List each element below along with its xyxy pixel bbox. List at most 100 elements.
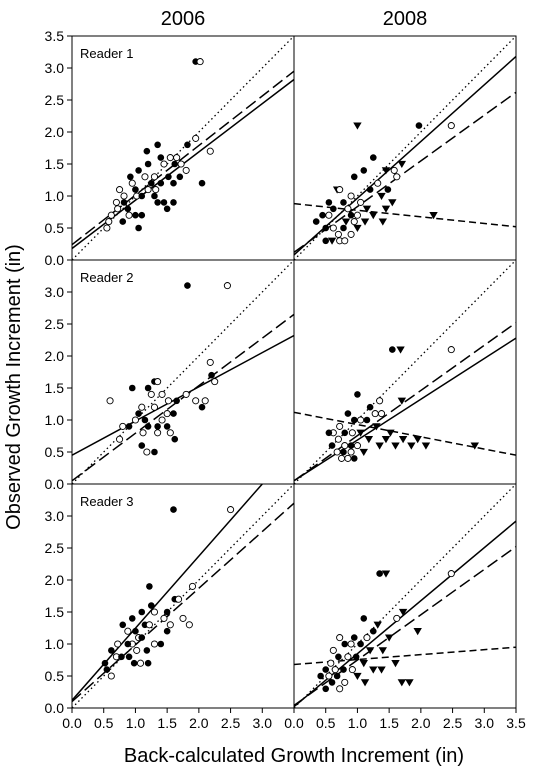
- panel-2006-reader-2-point-3: [106, 397, 114, 405]
- panel-2008-reader-2-point-36: [340, 448, 347, 456]
- panel-2008-reader-1-point-38: [322, 237, 330, 245]
- panel-2006-reader-2-point-31: [171, 435, 179, 443]
- panel-2008-reader-2-point-27: [413, 436, 422, 444]
- panel-2006-reader-1-point-46: [135, 224, 142, 232]
- panel-2006-reader-3-reference-line: [72, 484, 294, 708]
- panel-2006-reader-1: 0.0 0.5 1.0 1.5 2.0 2.5 3.0 3.5 Reader 1: [45, 28, 295, 268]
- panel-2008-reader-1-point-9: [350, 173, 358, 181]
- panel-2006-reader-2-point-29: [163, 423, 171, 430]
- panel-2006-reader-2-y-tick-label-0: 0.0: [45, 476, 65, 492]
- panel-2006-reader-2-point-16: [198, 403, 206, 411]
- panel-2008-reader-3-point-41: [322, 685, 330, 693]
- panel-2006-reader-3-y-tick-label-4: 2.0: [45, 572, 65, 588]
- panel-2008-reader-3-point-1: [381, 570, 391, 578]
- panel-2006-reader-3-point-3: [146, 583, 153, 590]
- panel-2008-reader-2: [293, 259, 517, 485]
- panel-2008-reader-2-point-18: [325, 429, 333, 437]
- panel-2008-reader-1-point-21: [344, 205, 352, 213]
- panel-2006-reader-2-point-32: [154, 429, 162, 437]
- panel-2008-reader-1-plot-area: [294, 36, 516, 260]
- panel-2006-reader-2-point-7: [154, 378, 162, 386]
- panel-2008-reader-2-point-3: [397, 397, 407, 405]
- panel-2008-reader-3-point-5: [360, 615, 368, 622]
- panel-2006-reader-3-x-tick-label-1: 0.5: [94, 715, 114, 731]
- panel-2008-reader-2-point-30: [470, 442, 479, 450]
- panel-2008-reader-1-point-18: [340, 199, 347, 206]
- panel-2008-reader-1-point-5: [369, 154, 377, 161]
- panel-2006-reader-1-point-26: [116, 186, 124, 194]
- panel-2006-reader-3-x-tick-label-3: 1.5: [157, 715, 177, 731]
- panel-2008-reader-3-point-21: [352, 653, 360, 661]
- panel-2008-reader-1-point-16: [388, 199, 397, 207]
- panel-2008-reader-2-point-1: [396, 346, 405, 354]
- panel-2006-reader-2-reader-label: Reader 2: [80, 270, 133, 285]
- panel-2006-reader-1-regression-line-long-dash: [72, 70, 294, 246]
- panel-2008-reader-3-point-15: [357, 640, 364, 648]
- panel-2006-reader-1-point-15: [176, 173, 184, 181]
- panel-2008-reader-3-point-22: [359, 660, 368, 668]
- panel-2006-reader-3-point-19: [138, 634, 146, 641]
- panel-2006-reader-1-point-33: [151, 192, 158, 200]
- panel-2006-reader-2-point-12: [182, 390, 190, 398]
- panel-2006-reader-2-point-35: [143, 448, 151, 456]
- panel-2008-reader-3-point-9: [384, 634, 394, 642]
- panel-2008-reader-1-point-40: [341, 218, 351, 226]
- panel-2006-reader-3-regression-line-solid: [72, 484, 263, 701]
- panel-2006-reader-1-point-28: [112, 198, 120, 206]
- panel-2008-reader-3-point-32: [325, 672, 333, 680]
- panel-2008-reader-3-x-tick-label-5: 2.5: [443, 715, 463, 731]
- panel-2006-reader-1-point-12: [160, 160, 168, 168]
- panel-2006-reader-1-point-48: [170, 199, 177, 206]
- panel-2008-reader-1-point-45: [381, 205, 391, 213]
- panel-2006-reader-1-point-40: [124, 205, 132, 213]
- panel-2008-reader-1-point-31: [329, 224, 337, 232]
- panel-2006-reader-1-point-5: [143, 147, 151, 155]
- panel-2008-reader-3-reference-line: [294, 484, 516, 708]
- panel-2006-reader-2-reference-line: [72, 260, 294, 484]
- panel-2006-reader-2-point-27: [154, 423, 161, 430]
- panel-2006-reader-1-y-tick-label-5: 2.5: [45, 92, 65, 108]
- panel-2006-reader-2-point-15: [192, 397, 200, 405]
- panel-2006-reader-1-point-36: [163, 205, 171, 213]
- panel-2006-reader-3-point-27: [133, 646, 141, 654]
- panel-2006-reader-1-point-13: [177, 160, 185, 168]
- panel-2006-reader-1-point-25: [132, 186, 139, 193]
- panel-2008-reader-3-x-tick-label-0: 0.0: [284, 715, 304, 731]
- panel-2006-reader-1-point-4: [184, 141, 191, 149]
- panel-2008-reader-1-point-7: [390, 166, 398, 174]
- panel-2008-reader-2-point-9: [344, 410, 352, 417]
- panel-2006-reader-1-y-tick-label-6: 3.0: [45, 60, 65, 76]
- panel-2006-reader-3-point-8: [138, 608, 146, 616]
- panel-2008-reader-1-point-35: [341, 237, 349, 245]
- panel-2006-reader-2-point-24: [125, 423, 133, 430]
- panel-2006-reader-1-point-24: [128, 179, 136, 187]
- panel-2008-reader-1-point-19: [330, 205, 337, 213]
- panel-2008-reader-3-point-39: [397, 679, 407, 687]
- panel-2008-reader-2-point-24: [391, 442, 400, 450]
- panel-2008-reader-1-point-25: [378, 218, 387, 226]
- panel-2006-reader-1-point-1: [196, 58, 204, 66]
- panel-2006-reader-3-point-2: [188, 582, 197, 590]
- panel-2008-reader-3-point-13: [341, 640, 349, 648]
- panel-2006-reader-1-point-8: [157, 154, 165, 161]
- panel-2006-reader-3-point-39: [163, 627, 171, 635]
- panel-2006-reader-1-y-tick-label-0: 0.0: [45, 252, 65, 268]
- panel-2006-reader-1-point-18: [157, 179, 165, 187]
- panel-2008-reader-2-point-25: [398, 436, 408, 444]
- panel-2006-reader-1-reference-line: [72, 36, 294, 260]
- panel-2008-reader-3-point-37: [353, 672, 362, 680]
- panel-2008-reader-3-point-24: [391, 660, 400, 668]
- panel-2006-reader-3-x-tick-label-4: 2.0: [189, 715, 209, 731]
- panel-2006-reader-2-y-tick-label-4: 2.0: [45, 348, 65, 364]
- panel-2006-reader-3-point-30: [157, 640, 165, 648]
- panel-2008-reader-2-plot-area: [294, 260, 516, 484]
- panel-2008-reader-1-point-12: [374, 179, 382, 187]
- panel-2008-reader-3-point-29: [340, 666, 347, 673]
- panel-2006-reader-2-point-4: [208, 371, 215, 379]
- panel-2008-reader-2-point-28: [421, 442, 431, 450]
- panel-2006-reader-2-point-34: [138, 442, 146, 449]
- panel-2006-reader-2-point-10: [158, 390, 166, 398]
- panel-2006-reader-3-point-35: [130, 659, 138, 667]
- panel-2008-reader-1-point-1: [415, 122, 423, 129]
- panel-2008-reader-1-point-23: [362, 205, 372, 213]
